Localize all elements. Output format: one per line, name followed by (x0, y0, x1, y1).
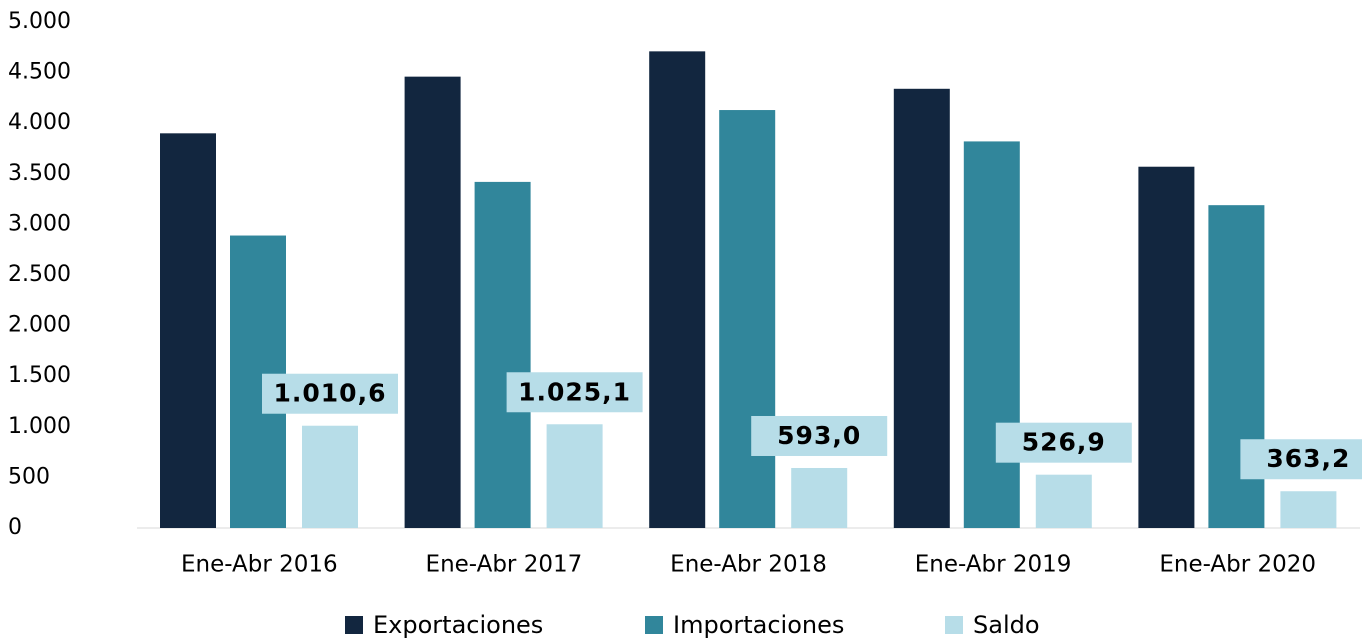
bar (404, 76, 461, 528)
data-label: 363,2 (1266, 444, 1350, 473)
bar (302, 425, 358, 528)
bar (791, 467, 848, 528)
legend-label: Exportaciones (373, 611, 543, 639)
bar (474, 181, 531, 528)
y-tick-label: 5.000 (8, 9, 71, 34)
y-tick-label: 1.500 (8, 363, 71, 388)
data-label: 1.010,6 (274, 379, 387, 408)
y-tick-label: 2.500 (8, 262, 71, 287)
legend-swatch (945, 616, 963, 634)
data-label: 526,9 (1022, 428, 1106, 457)
data-label: 593,0 (777, 421, 861, 450)
y-tick-label: 500 (8, 464, 50, 489)
x-tick-label: Ene-Abr 2017 (426, 552, 583, 578)
bar (1138, 166, 1195, 528)
bar (893, 88, 950, 529)
y-tick-label: 4.000 (8, 110, 71, 135)
legend-swatch (345, 616, 363, 634)
x-tick-label: Ene-Abr 2016 (181, 552, 338, 578)
bar (160, 133, 216, 528)
bar (719, 110, 776, 528)
bar (1280, 491, 1337, 528)
y-tick-label: 0 (8, 515, 22, 540)
y-tick-label: 3.000 (8, 211, 71, 236)
x-tick-label: Ene-Abr 2018 (670, 552, 827, 578)
legend-label: Saldo (973, 611, 1040, 639)
y-tick-label: 4.500 (8, 60, 71, 85)
data-label-box (506, 372, 643, 413)
bar (963, 141, 1020, 528)
data-label-box (751, 415, 888, 456)
data-label-box (1240, 439, 1362, 480)
data-label-box (995, 422, 1132, 463)
y-tick-label: 3.500 (8, 161, 71, 186)
bar (1035, 474, 1092, 528)
y-tick-label: 2.000 (8, 313, 71, 338)
x-tick-label: Ene-Abr 2020 (1159, 552, 1316, 578)
bar (649, 51, 706, 529)
data-label: 1.025,1 (518, 377, 631, 406)
data-label-box (262, 373, 398, 414)
x-tick-label: Ene-Abr 2019 (915, 552, 1072, 578)
bar (546, 424, 603, 528)
legend-label: Importaciones (673, 611, 844, 639)
legend-swatch (645, 616, 663, 634)
y-tick-label: 1.000 (8, 414, 71, 439)
bar (1208, 205, 1265, 528)
